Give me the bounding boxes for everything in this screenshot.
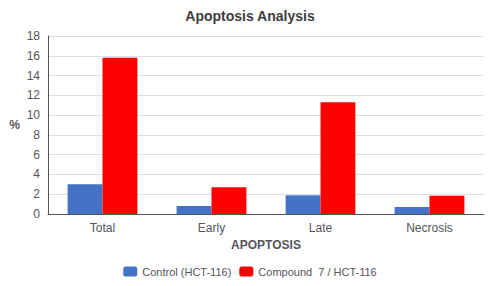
svg-text:2: 2: [33, 187, 40, 201]
svg-text:18: 18: [27, 29, 41, 43]
svg-text:Necrosis: Necrosis: [406, 221, 453, 235]
svg-text:16: 16: [27, 49, 41, 63]
svg-text:Apoptosis Analysis: Apoptosis Analysis: [185, 8, 315, 24]
svg-text:Control (HCT-116): Control (HCT-116): [142, 266, 231, 278]
svg-text:Early: Early: [198, 221, 225, 235]
svg-text:8: 8: [33, 128, 40, 142]
svg-text:6: 6: [33, 148, 40, 162]
svg-text:Late: Late: [309, 221, 333, 235]
svg-text:%: %: [9, 118, 20, 132]
svg-text:14: 14: [27, 69, 41, 83]
svg-text:4: 4: [33, 167, 40, 181]
svg-text:Total: Total: [90, 221, 115, 235]
svg-text:12: 12: [27, 88, 41, 102]
svg-text:0: 0: [33, 207, 40, 221]
svg-text:Compound 7 / HCT-116: Compound 7 / HCT-116: [258, 266, 376, 278]
svg-text:APOPTOSIS: APOPTOSIS: [231, 238, 301, 252]
svg-text:10: 10: [27, 108, 41, 122]
